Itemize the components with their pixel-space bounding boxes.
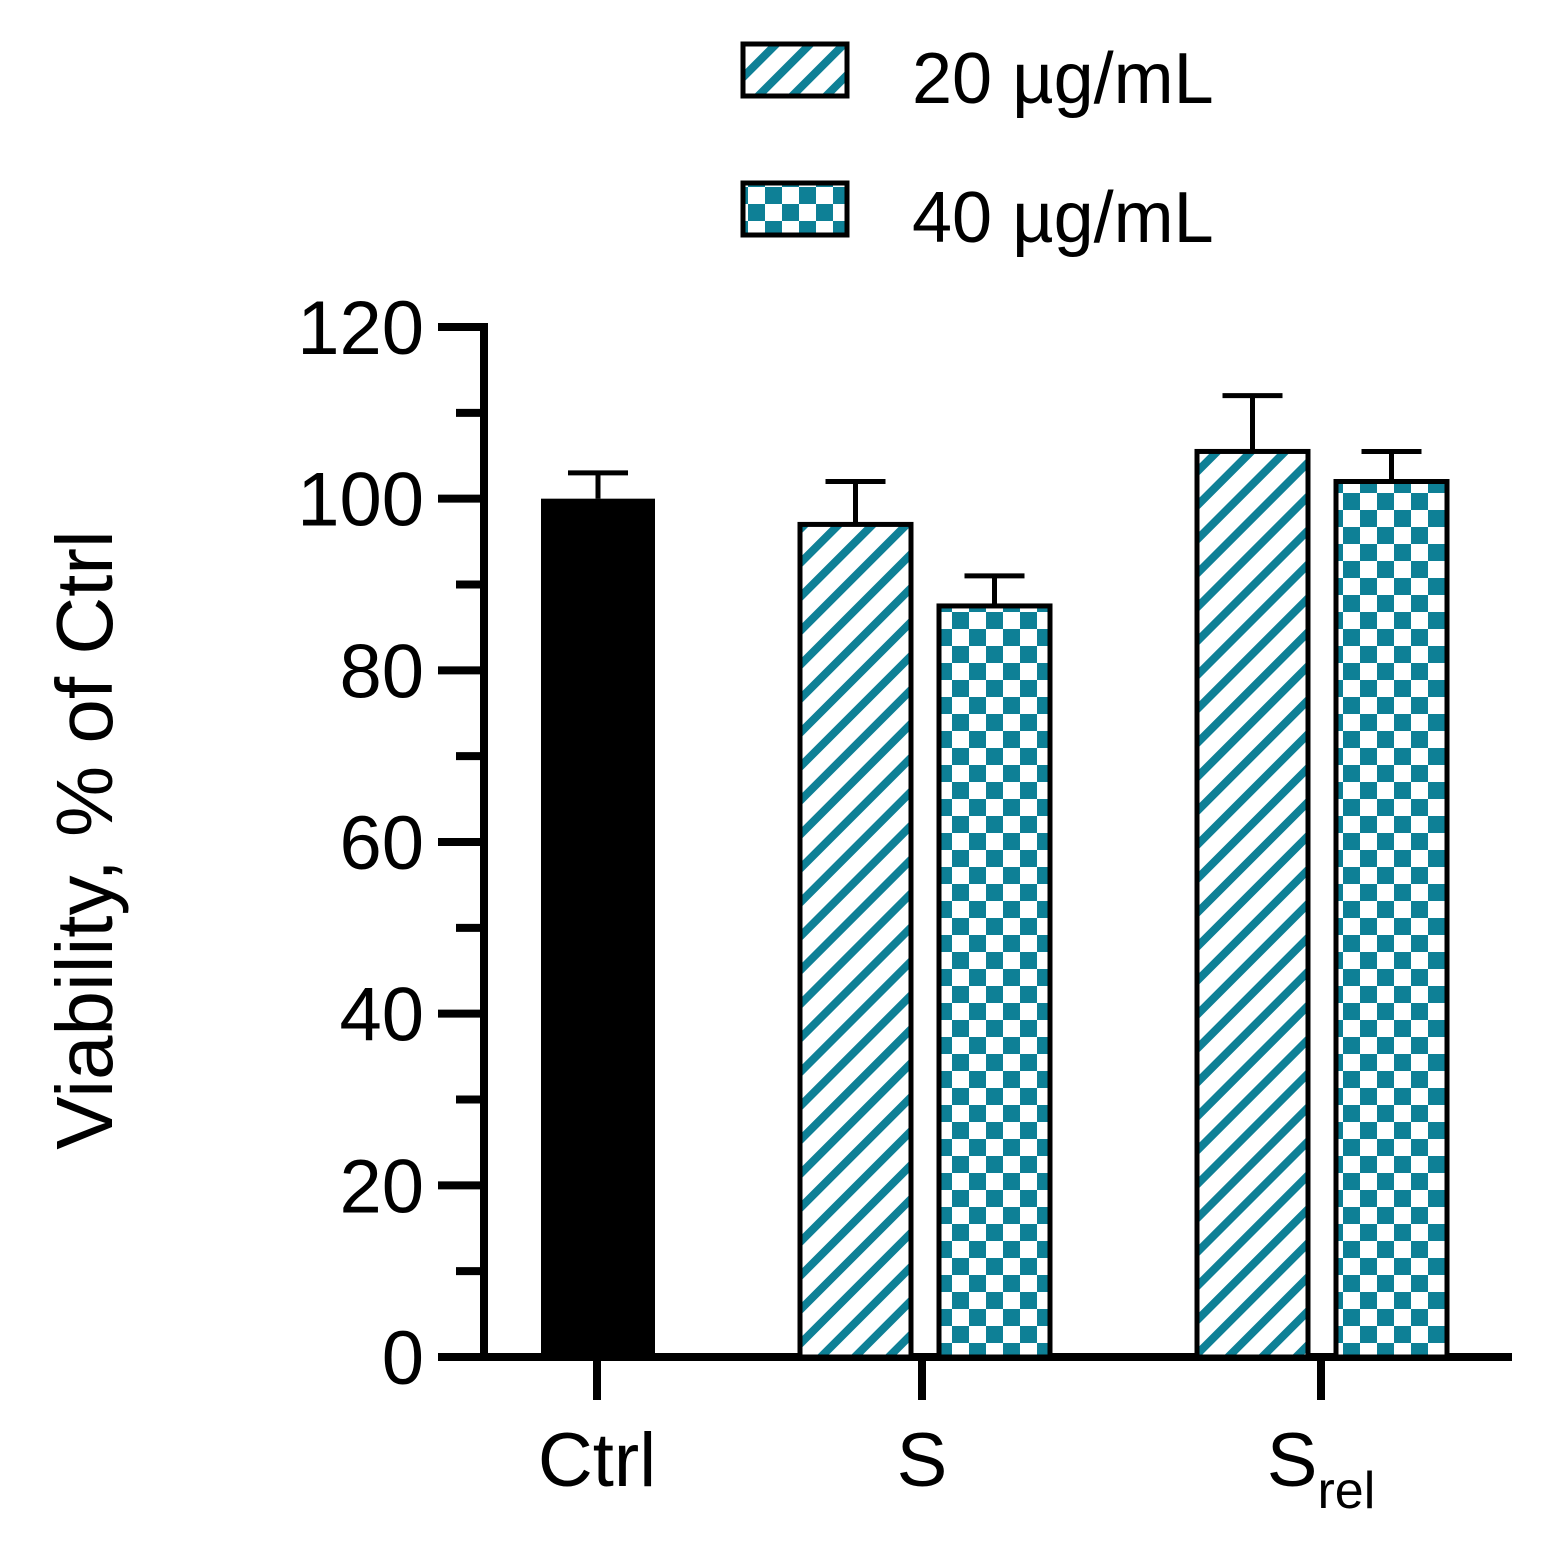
bar-srel-20-g-ml	[1194, 448, 1311, 1360]
x-tick-label-base: S	[897, 1418, 948, 1503]
bar-s-20-g-ml	[797, 521, 914, 1360]
legend-swatch-checker	[740, 180, 850, 238]
bars	[541, 393, 1450, 1360]
legend-label-20: 20 µg/mL	[912, 39, 1214, 119]
legend: 20 µg/mL 40 µg/mL	[740, 39, 1214, 258]
y-tick-label: 60	[339, 801, 424, 886]
x-tick-label: Srel	[1267, 1418, 1376, 1520]
x-tick-label-subscript: rel	[1317, 1462, 1375, 1520]
x-tick-label-base: S	[1267, 1418, 1318, 1503]
y-tick-label: 80	[339, 629, 424, 714]
x-tick-label-base: Ctrl	[538, 1418, 656, 1503]
legend-label-40: 40 µg/mL	[912, 178, 1214, 258]
y-tick-label: 40	[339, 973, 424, 1058]
bar-s-40-g-ml	[936, 603, 1053, 1360]
x-tick-label: Ctrl	[538, 1418, 656, 1503]
y-tick-label: 0	[382, 1316, 424, 1401]
y-axis-title: Viability, % of Ctrl	[40, 530, 129, 1149]
y-tick-label: 20	[339, 1144, 424, 1229]
legend-entry-40: 40 µg/mL	[740, 178, 1214, 258]
x-ticks: Ctrl S Srel	[538, 1357, 1375, 1520]
legend-swatch-stripes	[740, 41, 850, 99]
bar-srel-40-g-ml	[1333, 479, 1450, 1360]
bar-ctrl-control	[541, 498, 655, 1358]
y-tick-label: 100	[297, 458, 424, 543]
x-tick-label: S	[897, 1418, 948, 1503]
y-tick-label: 120	[297, 286, 424, 371]
y-ticks: 0 20 40 60 80 100 120	[297, 286, 484, 1401]
legend-entry-20: 20 µg/mL	[740, 39, 1214, 119]
